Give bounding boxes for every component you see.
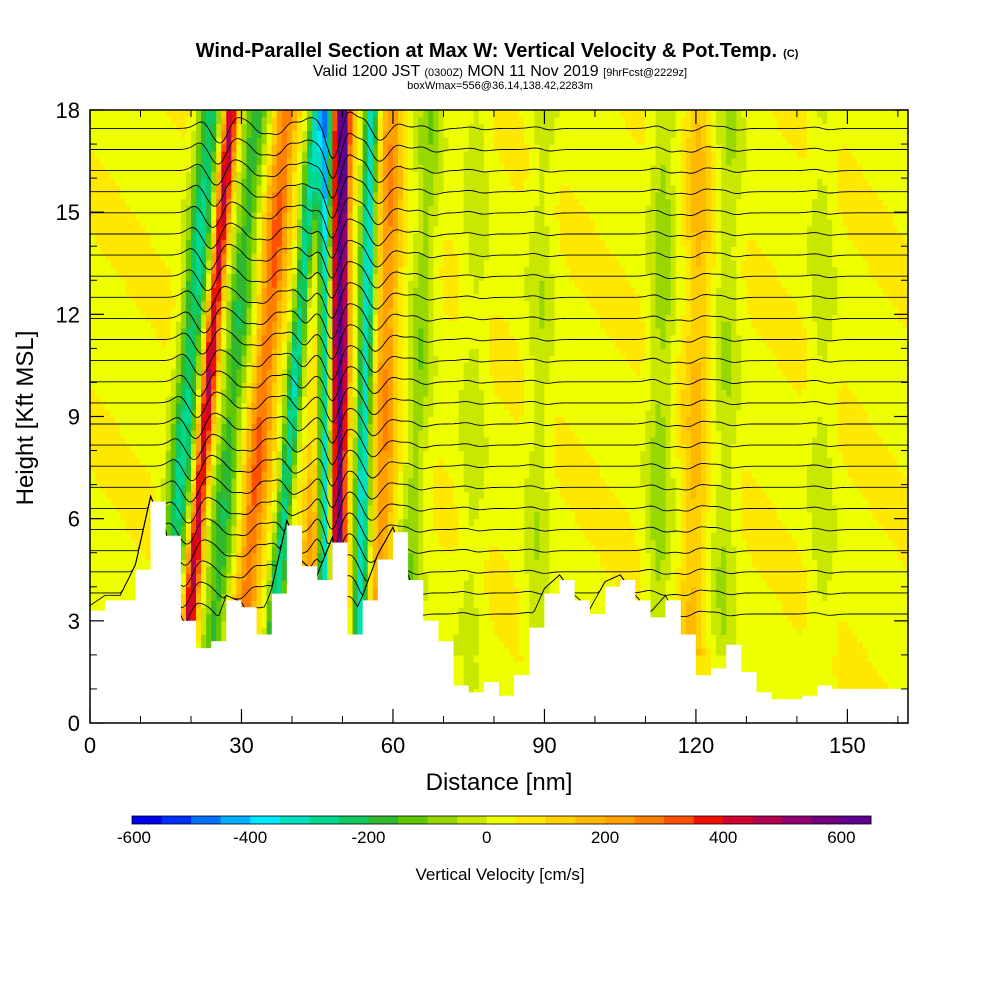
- colorbar-swatch: [191, 816, 222, 824]
- colorbar: -600 -400 -200 0 200 400 600: [117, 815, 872, 847]
- colorbar-swatch: [575, 816, 606, 824]
- y-tick-label: 3: [68, 609, 80, 634]
- colorbar-frame: [131, 815, 872, 825]
- x-tick-label: 150: [829, 733, 866, 758]
- colorbar-swatch: [782, 816, 813, 824]
- isentrope-line: [90, 282, 908, 319]
- isentrope-line: [90, 470, 908, 509]
- x-tick-label: 0: [84, 733, 96, 758]
- isentrope-line: [90, 154, 908, 200]
- y-axis-label: Height [Kft MSL]: [12, 331, 39, 506]
- isentrope-line: [90, 495, 908, 566]
- colorbar-swatch: [309, 816, 340, 824]
- colorbar-label: Vertical Velocity [cm/s]: [415, 865, 584, 884]
- colorbar-swatch: [250, 816, 281, 824]
- y-tick-label: 6: [68, 507, 80, 532]
- colorbar-swatch: [132, 816, 162, 824]
- isentrope-line: [90, 495, 908, 587]
- isentrope-line: [90, 239, 908, 279]
- isentrope-line: [90, 324, 908, 360]
- isentrope-line: [90, 407, 908, 444]
- x-tick-label: 120: [678, 733, 715, 758]
- colorbar-swatch: [545, 816, 576, 824]
- isentrope-line: [90, 495, 908, 549]
- colorbar-swatch: [398, 816, 428, 824]
- y-tick-label: 0: [68, 711, 80, 736]
- x-tick-label: 60: [381, 733, 405, 758]
- y-tick-label: 15: [56, 200, 80, 225]
- x-tick-label: 90: [532, 733, 556, 758]
- isentrope-line: [90, 345, 908, 381]
- colorbar-swatch: [811, 816, 842, 824]
- colorbar-swatch: [841, 816, 872, 824]
- isentrope-line: [90, 132, 908, 180]
- colorbar-swatch: [664, 816, 695, 824]
- chart-subtitle: Valid 1200 JST (0300Z) MON 11 Nov 2019 […: [313, 63, 687, 80]
- colorbar-swatch: [427, 816, 458, 824]
- colorbar-tick-label: 0: [482, 828, 491, 847]
- colorbar-swatch: [338, 816, 369, 824]
- isentrope-lines: [90, 111, 908, 624]
- colorbar-swatch: [486, 816, 517, 824]
- colorbar-tick-label: -600: [117, 828, 151, 847]
- colorbar-swatch: [279, 816, 310, 824]
- velocity-field: [90, 110, 908, 723]
- x-tick-label: 30: [229, 733, 253, 758]
- y-tick-label: 18: [56, 98, 80, 123]
- chart-title: Wind-Parallel Section at Max W: Vertical…: [196, 40, 799, 62]
- colorbar-tick-label: -400: [233, 828, 267, 847]
- isentrope-line: [90, 491, 908, 531]
- isentrope-line: [90, 428, 908, 466]
- colorbar-swatch: [368, 816, 399, 824]
- isentrope-line: [90, 175, 908, 220]
- isentrope-line: [90, 449, 908, 487]
- terrain-mask: [90, 501, 908, 723]
- colorbar-tick-label: 600: [827, 828, 855, 847]
- isentrope-line: [90, 366, 908, 402]
- colorbar-tick-label: -200: [351, 828, 385, 847]
- isentrope-line: [90, 303, 908, 340]
- colorbar-swatch: [634, 816, 665, 824]
- colorbar-swatch: [752, 816, 783, 824]
- isentrope-line: [90, 260, 908, 299]
- isentrope-line: [90, 111, 908, 160]
- axes: 0 30 60 90 120 150 0 3 6 9 12 15 18: [56, 98, 908, 758]
- colorbar-swatch: [604, 816, 635, 824]
- isentrope-line: [90, 197, 908, 239]
- isentrope-line: [90, 218, 908, 259]
- colorbar-swatch: [220, 816, 251, 824]
- colorbar-swatch: [693, 816, 724, 824]
- colorbar-swatch: [161, 816, 192, 824]
- y-tick-label: 12: [56, 302, 80, 327]
- plot-area: [90, 110, 908, 723]
- isentrope-line: [90, 387, 908, 423]
- colorbar-tick-label: 200: [591, 828, 619, 847]
- isentrope-line: [90, 495, 908, 608]
- colorbar-swatch: [457, 816, 488, 824]
- colorbar-swatch: [723, 816, 754, 824]
- chart-subtitle-box: boxWmax=556@36.14,138.42,2283m: [407, 80, 593, 92]
- colorbar-tick-label: 400: [709, 828, 737, 847]
- colorbar-swatch: [516, 816, 547, 824]
- y-tick-label: 9: [68, 405, 80, 430]
- x-axis-label: Distance [nm]: [426, 769, 573, 796]
